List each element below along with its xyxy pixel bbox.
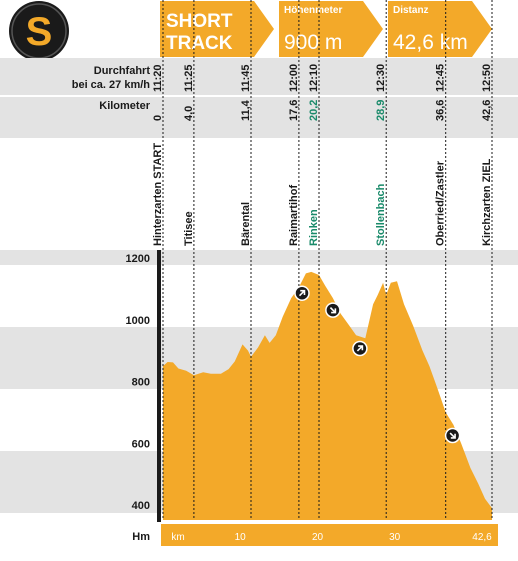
time-row-band <box>0 58 518 96</box>
distance-value: 42,6 km <box>393 31 468 54</box>
x-tick-label: 42,6 <box>472 532 492 543</box>
station-time: 12:50 <box>481 64 493 92</box>
station-name: Stollenbach <box>375 183 387 246</box>
x-axis-hm-label: Hm <box>132 531 150 543</box>
station-time: 12:10 <box>308 64 320 92</box>
x-tick-label: km <box>171 532 184 543</box>
station-time: 12:00 <box>288 64 300 92</box>
y-axis-labels: 400 600 800 1000 1200 <box>126 253 150 512</box>
y-tick-label: 600 <box>132 438 150 450</box>
downhill-arrow-icon <box>325 302 341 318</box>
station-name: Hinterzarten START <box>152 143 164 246</box>
distance-panel <box>388 1 492 57</box>
station-time: 11:45 <box>240 64 252 92</box>
time-row-label-1: Durchfahrt <box>94 65 151 77</box>
track-name-panel <box>160 1 274 57</box>
station-name: Rinken <box>308 209 320 246</box>
station-name: Kirchzarten ZIEL <box>481 158 493 246</box>
y-tick-label: 800 <box>132 377 150 389</box>
x-axis-band <box>161 524 498 546</box>
elevation-label: Höhenmeter <box>284 5 342 16</box>
x-tick-label: 10 <box>235 532 247 543</box>
station-column: 11:25 4,0 Titisee <box>183 0 195 520</box>
elevation-profile-area <box>163 271 492 520</box>
x-tick-label: 30 <box>389 532 401 543</box>
station-time: 11:25 <box>183 64 195 92</box>
station-km: 20,2 <box>308 100 320 121</box>
station-km: 4,0 <box>183 106 195 121</box>
station-time: 12:30 <box>375 64 387 92</box>
station-time: 11:20 <box>152 64 164 92</box>
y-tick-label: 400 <box>132 500 150 512</box>
station-column: 12:30 28,9 Stollenbach <box>375 0 387 520</box>
direction-markers <box>294 285 461 444</box>
station-name: Raimartihof <box>288 185 300 246</box>
station-km: 0 <box>152 115 164 121</box>
track-badge: S <box>9 1 69 61</box>
station-time: 12:45 <box>435 64 447 92</box>
track-name-line2: TRACK <box>166 33 233 54</box>
station-column: 12:10 20,2 Rinken <box>308 0 320 520</box>
station-name: Bärental <box>240 202 252 246</box>
time-row-label-2: bei ca. 27 km/h <box>72 79 151 91</box>
station-name: Titisee <box>183 211 195 246</box>
elevation-panel <box>279 1 383 57</box>
elevation-value: 900 m <box>284 31 342 54</box>
x-tick-label: 20 <box>312 532 324 543</box>
uphill-arrow-icon <box>294 285 310 301</box>
x-axis-labels: km 10 20 30 42,6 <box>171 532 492 543</box>
km-row-label: Kilometer <box>99 100 150 112</box>
station-column: 11:20 0 Hinterzarten START <box>152 0 164 520</box>
km-row-shade <box>0 96 518 138</box>
station-km: 36,6 <box>435 100 447 121</box>
station-km: 17,6 <box>288 100 300 121</box>
downhill-arrow-icon <box>444 427 461 444</box>
uphill-arrow-icon <box>352 340 368 357</box>
distance-label: Distanz <box>393 5 429 16</box>
badge-letter: S <box>26 10 53 54</box>
station-km: 42,6 <box>481 100 493 121</box>
station-column: 12:00 17,6 Raimartihof <box>288 0 300 520</box>
station-km: 28,9 <box>375 100 387 121</box>
station-name: Oberried/Zastler <box>435 160 447 246</box>
band-1200-1100 <box>0 250 518 265</box>
track-name-line1: SHORT <box>166 11 233 32</box>
station-column: 12:50 42,6 Kirchzarten ZIEL <box>481 0 493 520</box>
station-km: 11,4 <box>240 99 252 121</box>
y-axis-bar <box>157 250 161 522</box>
y-tick-label: 1000 <box>126 315 150 327</box>
station-column: 11:45 11,4 Bärental <box>240 0 252 520</box>
y-tick-label: 1200 <box>126 253 150 265</box>
